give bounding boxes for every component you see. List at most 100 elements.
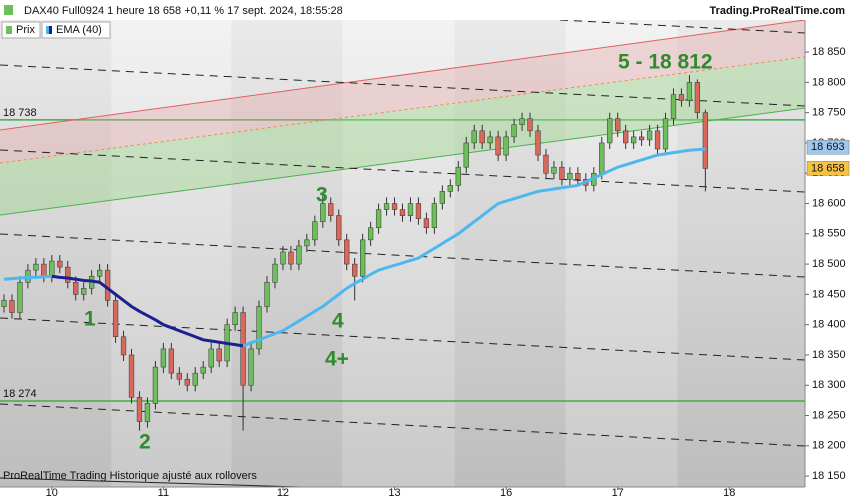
y-tick-label: 18 400	[812, 319, 846, 331]
candle-body	[240, 312, 246, 386]
candle-body	[352, 263, 358, 277]
day-band	[677, 0, 805, 487]
candle-body	[264, 282, 270, 307]
x-tick-label: 13	[388, 487, 400, 499]
channel-upper-zone	[0, 20, 805, 163]
candle-body	[575, 172, 581, 180]
ema-line	[3, 274, 52, 281]
candle-body	[1, 300, 7, 307]
candle-body	[415, 203, 422, 219]
candle-body	[662, 118, 669, 150]
candle-body	[495, 136, 501, 156]
y-tick-label: 18 450	[812, 288, 846, 300]
wave-annotation: 4	[332, 310, 344, 333]
price-marker-label: 18 658	[811, 162, 845, 174]
candle-body	[399, 209, 406, 216]
candle-body	[336, 215, 342, 241]
legend-box	[41, 21, 111, 39]
channel-lower-zone	[0, 57, 805, 215]
candle-body	[216, 348, 222, 362]
day-band	[565, 0, 678, 487]
candle-body	[607, 118, 613, 144]
legend-swatch	[6, 26, 12, 34]
candle-body	[96, 269, 103, 277]
x-tick-label: 12	[277, 487, 289, 499]
y-tick-label: 18 550	[812, 228, 846, 240]
wave-annotation: 1	[84, 308, 96, 331]
candle-body	[623, 130, 629, 144]
candle-body	[65, 266, 71, 283]
level-label: 18 738	[3, 107, 37, 119]
candle-body	[280, 251, 286, 265]
candle-body	[375, 209, 382, 229]
channel-bottom	[0, 107, 806, 216]
candle-body	[112, 300, 119, 338]
candle-body	[256, 306, 262, 350]
legend-label: EMA (40)	[56, 24, 102, 36]
candle-body	[312, 221, 318, 241]
candle-body	[144, 403, 151, 422]
candle-body	[168, 348, 175, 374]
header-bar	[0, 0, 850, 20]
price-marker	[806, 139, 850, 155]
candle-body	[423, 218, 430, 229]
legend-label: Prix	[16, 24, 35, 36]
candle-body	[487, 136, 493, 144]
candle-body	[367, 227, 374, 241]
y-tick-label: 18 200	[812, 440, 846, 452]
candle-body	[670, 94, 677, 119]
candle-body	[17, 282, 23, 313]
wave-annotation: 3	[316, 184, 328, 207]
candle-body	[511, 124, 517, 138]
legend-swatch	[46, 26, 49, 34]
wave-annotation: 4+	[325, 348, 349, 371]
x-tick-label: 10	[46, 487, 58, 499]
candle-body	[686, 82, 693, 101]
candle-body	[543, 154, 549, 174]
y-tick-label: 18 600	[812, 197, 846, 209]
candle-body	[694, 82, 701, 113]
candle-body	[503, 136, 509, 156]
x-tick-label: 17	[612, 487, 624, 499]
candle-body	[328, 203, 334, 216]
plot: 1 2 3 4 4+ 5 - 18 812	[1, 51, 713, 454]
y-tick-label: 18 350	[812, 349, 846, 361]
candle-body	[176, 372, 182, 380]
dashed-channel	[0, 19, 806, 488]
candle-body	[73, 282, 79, 295]
candle-body	[248, 348, 254, 386]
dashed-line	[0, 477, 301, 488]
candle-body	[599, 142, 605, 174]
y-tick-label: 18 500	[812, 258, 846, 270]
candle-body	[272, 263, 278, 283]
ema-line	[51, 274, 244, 348]
candle-body	[567, 172, 573, 180]
day-band	[0, 0, 112, 487]
icon	[4, 5, 13, 15]
candle-body	[57, 260, 63, 268]
legend: Prix EMA (40)	[1, 21, 111, 39]
legend-swatch	[49, 26, 52, 34]
candle-body	[535, 130, 541, 156]
price-marker-label: 18 693	[811, 141, 845, 153]
candle-body	[463, 142, 469, 168]
plot-background: 18 738 18 274	[0, 0, 805, 487]
candle-body	[360, 239, 366, 277]
candle-body	[81, 288, 87, 295]
candle-body	[41, 263, 47, 277]
candle-body	[152, 366, 159, 404]
candle-body	[678, 94, 685, 101]
wave-annotation: 5 - 18 812	[618, 51, 713, 74]
y-tick-label: 18 250	[812, 409, 846, 421]
candle-body	[33, 263, 39, 271]
channel	[0, 19, 806, 488]
candle-body	[160, 348, 167, 368]
candle-body	[519, 118, 525, 126]
candle-body	[383, 203, 390, 210]
candle-body	[615, 118, 621, 132]
candle-body	[128, 354, 135, 398]
x-tick-label: 11	[158, 487, 169, 499]
candle-body	[232, 312, 238, 325]
